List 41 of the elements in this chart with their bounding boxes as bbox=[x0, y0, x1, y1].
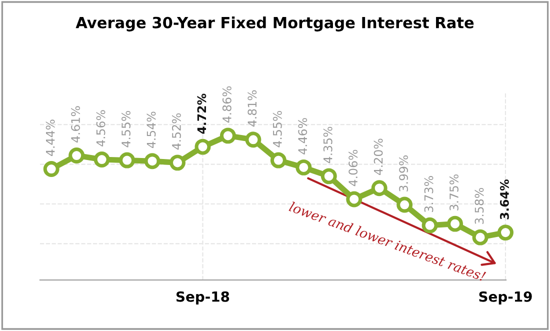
data-label: 4.56% bbox=[96, 110, 106, 146]
point bbox=[245, 132, 262, 148]
data-label: 4.06% bbox=[348, 150, 358, 186]
point bbox=[396, 196, 413, 213]
point bbox=[170, 154, 186, 171]
point bbox=[270, 152, 286, 168]
data-label: 4.86% bbox=[222, 86, 232, 123]
data-label: 4.72% bbox=[197, 94, 206, 134]
data-label: 4.46% bbox=[298, 118, 308, 154]
point bbox=[43, 161, 60, 178]
x-tick-label: Sep-18 bbox=[176, 291, 230, 305]
data-label: 3.99% bbox=[399, 155, 408, 192]
point bbox=[320, 168, 337, 184]
point bbox=[68, 148, 85, 164]
point bbox=[94, 152, 110, 168]
point bbox=[472, 229, 488, 246]
data-label: 4.44% bbox=[46, 120, 55, 156]
point bbox=[371, 180, 388, 196]
point bbox=[220, 128, 236, 144]
data-label: 4.55% bbox=[272, 110, 282, 148]
data-label: 3.73% bbox=[424, 176, 434, 212]
point bbox=[119, 152, 136, 168]
chart-title: Average 30-Year Fixed Mortgage Interest Rate bbox=[76, 16, 474, 32]
data-label: 4.35% bbox=[323, 126, 332, 164]
point bbox=[296, 159, 312, 176]
data-label: 3.58% bbox=[474, 188, 484, 224]
point bbox=[498, 224, 514, 241]
data-label: 3.75% bbox=[450, 174, 458, 210]
point bbox=[447, 216, 464, 232]
data-label: 4.20% bbox=[374, 138, 383, 176]
data-label: 4.54% bbox=[146, 112, 156, 148]
data-label: 4.61% bbox=[71, 106, 80, 142]
x-tick-label: Sep-19 bbox=[479, 291, 532, 305]
data-label: 4.81% bbox=[248, 90, 257, 127]
data-label: 4.52% bbox=[172, 113, 181, 150]
point bbox=[144, 153, 160, 170]
point bbox=[346, 191, 362, 208]
data-label: 3.64% bbox=[500, 179, 509, 220]
point bbox=[422, 217, 438, 234]
point bbox=[194, 138, 211, 155]
data-label: 4.55% bbox=[122, 110, 130, 148]
